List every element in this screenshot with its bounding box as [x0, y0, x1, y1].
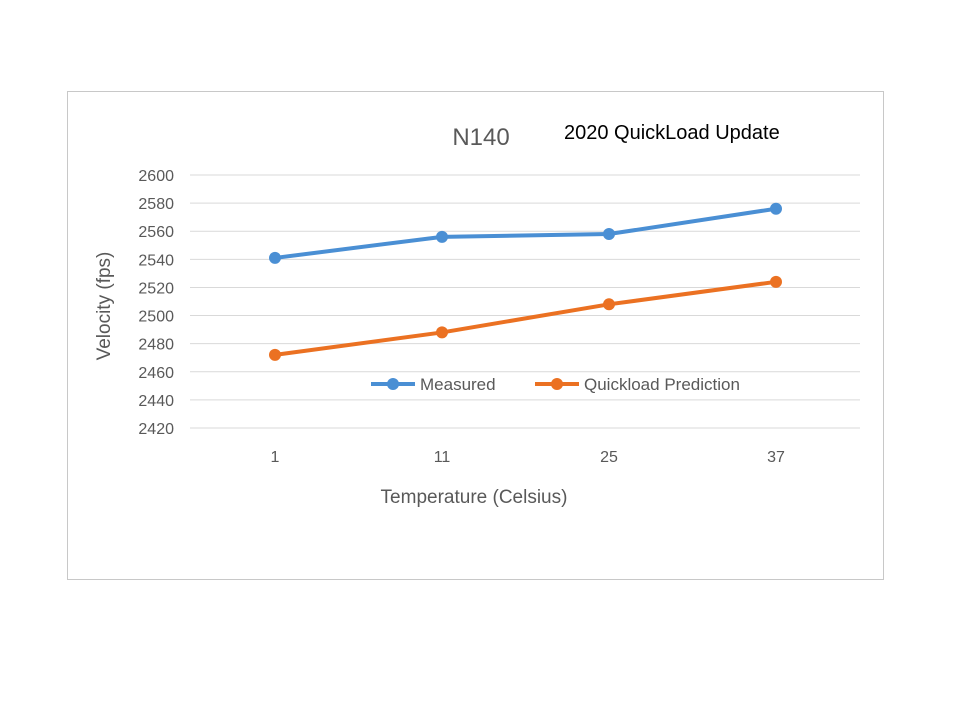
series-line-0 [273, 206, 778, 260]
chart-frame [67, 91, 884, 580]
legend-label: Measured [420, 375, 496, 394]
y-tick-label: 2580 [138, 196, 174, 213]
x-tick-label: 25 [600, 449, 618, 466]
legend-swatch-marker [387, 378, 399, 390]
y-tick-label: 2460 [138, 365, 174, 382]
legend-label: Quickload Prediction [584, 375, 740, 394]
data-point [269, 348, 281, 361]
y-tick-label: 2500 [138, 309, 174, 326]
y-tick-label: 2540 [138, 252, 174, 269]
x-axis-title: Temperature (Celsius) [381, 487, 568, 508]
y-tick-label: 2440 [138, 393, 174, 410]
data-point [436, 230, 448, 243]
overlay-annotation: 2020 QuickLoad Update [564, 122, 780, 144]
data-point [770, 202, 782, 215]
series-layer [269, 202, 782, 361]
y-tick-label: 2480 [138, 337, 174, 354]
data-point [436, 326, 448, 339]
x-tick-label: 37 [767, 449, 785, 466]
y-tick-label: 2420 [138, 421, 174, 438]
data-point [770, 275, 782, 288]
data-point [269, 251, 281, 264]
chart-title: N140 [452, 124, 509, 151]
y-axis-ticks: 2420 2440 2460 2480 2500 2520 2540 2560 2580 2600 [138, 168, 174, 438]
x-tick-label: 1 [271, 449, 280, 466]
x-axis-ticks: 1 11 25 37 [271, 449, 785, 466]
data-point [603, 228, 615, 241]
y-axis-title: Velocity (fps) [94, 252, 115, 361]
y-tick-label: 2520 [138, 280, 174, 297]
legend: Measured Quickload Prediction [371, 375, 740, 394]
y-tick-label: 2560 [138, 224, 174, 241]
x-tick-label: 11 [434, 449, 451, 466]
data-point [603, 298, 615, 311]
legend-swatch-marker [551, 378, 563, 390]
y-tick-label: 2600 [138, 168, 174, 185]
series-line-1 [273, 279, 778, 357]
gridlines [190, 174, 860, 429]
